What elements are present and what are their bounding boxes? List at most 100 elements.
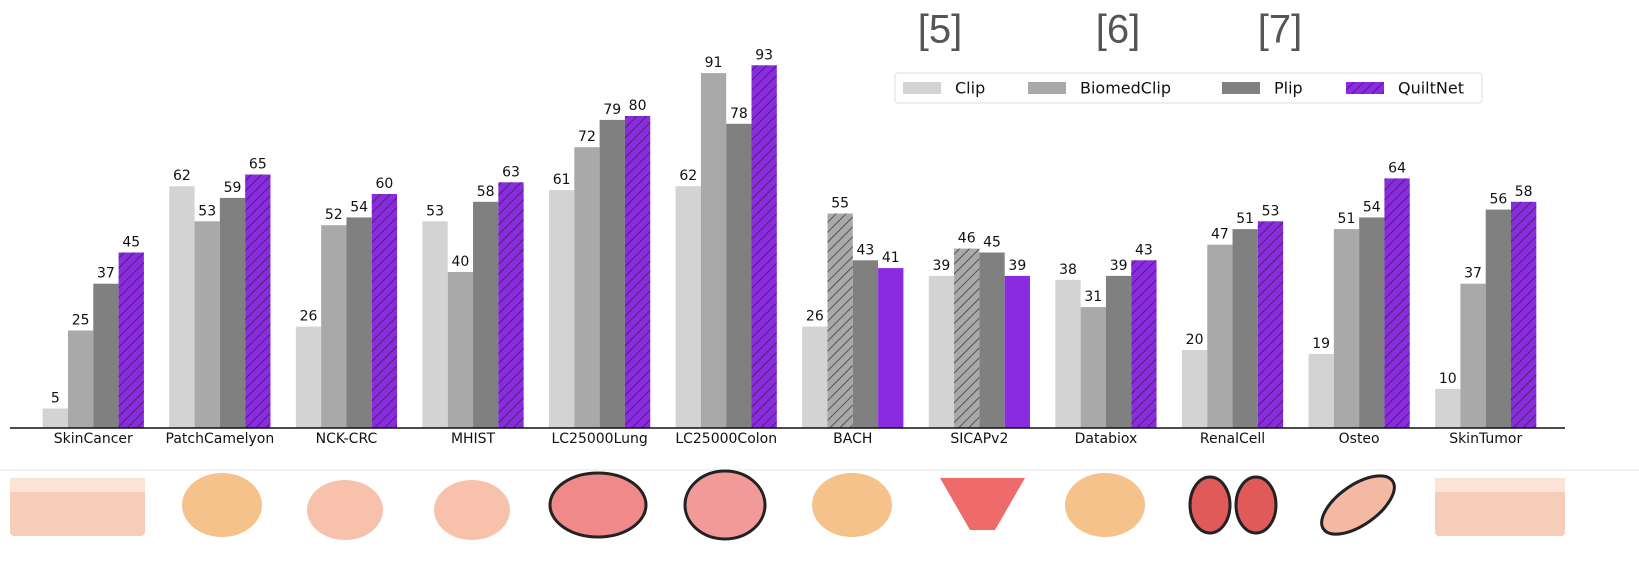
bar [1486, 210, 1511, 428]
x-tick-label: LC25000Lung [551, 431, 647, 447]
bar-hatch [119, 253, 144, 429]
legend-label: BiomedClip [1080, 79, 1171, 98]
bar-hatch [954, 249, 979, 428]
value-label: 46 [958, 231, 976, 247]
bar-hatch [625, 116, 650, 428]
legend-swatch [903, 82, 941, 94]
bar [448, 272, 473, 428]
value-label: 80 [629, 98, 647, 114]
value-label: 39 [933, 258, 951, 274]
x-tick-label: LC25000Colon [675, 431, 777, 447]
bar [878, 268, 903, 428]
value-label: 25 [72, 313, 90, 329]
value-label: 53 [198, 203, 216, 219]
bar [574, 147, 599, 428]
bar [1081, 307, 1106, 428]
bar-hatch [372, 194, 397, 428]
value-label: 53 [1262, 203, 1280, 219]
bar [473, 202, 498, 428]
colon-icon [434, 480, 510, 540]
value-label: 20 [1186, 332, 1204, 348]
value-label: 78 [730, 106, 748, 122]
value-label: 60 [375, 176, 393, 192]
bar [1005, 276, 1030, 428]
bar [1207, 245, 1232, 428]
skin-icon-top [10, 478, 145, 492]
value-label: 5 [51, 391, 60, 407]
bar [726, 124, 751, 428]
bar [43, 409, 68, 429]
bar [929, 276, 954, 428]
value-label: 93 [755, 47, 773, 63]
x-tick-label: SkinTumor [1449, 431, 1522, 447]
breast-icon [1065, 473, 1145, 537]
bar-hatch [827, 214, 852, 429]
value-label: 91 [705, 55, 723, 71]
skin-icon-top [1435, 478, 1565, 492]
bar [701, 73, 726, 428]
bar-hatch [1258, 221, 1283, 428]
bar-hatch [1511, 202, 1536, 428]
bar [676, 186, 701, 428]
legend-swatch [1028, 82, 1066, 94]
value-label: 64 [1388, 160, 1406, 176]
value-label: 37 [1464, 266, 1482, 282]
bar-hatch [1131, 260, 1156, 428]
annotation: [5] [918, 8, 962, 52]
value-label: 61 [553, 172, 571, 188]
bone-icon [1312, 465, 1404, 546]
bar [1435, 389, 1460, 428]
bar [1233, 229, 1258, 428]
value-label: 45 [983, 235, 1001, 251]
value-label: 59 [224, 180, 242, 196]
x-tick-label: RenalCell [1200, 431, 1265, 447]
value-label: 63 [502, 164, 520, 180]
bar [1460, 284, 1485, 428]
colon-icon [685, 471, 765, 539]
x-tick-label: BACH [833, 431, 872, 447]
value-label: 26 [300, 309, 318, 325]
bar [979, 253, 1004, 429]
bar [346, 217, 371, 428]
value-label: 55 [831, 196, 849, 212]
bar [1359, 217, 1384, 428]
bar [802, 327, 827, 428]
breast-icon [812, 473, 892, 537]
bar [296, 327, 321, 428]
value-label: 40 [451, 254, 469, 270]
value-label: 19 [1312, 336, 1330, 352]
bar [549, 190, 574, 428]
x-tick-label: MHIST [451, 431, 496, 447]
value-label: 62 [679, 168, 697, 184]
bar [68, 331, 93, 429]
icons [0, 465, 1639, 546]
value-label: 38 [1059, 262, 1077, 278]
bar [1182, 350, 1207, 428]
annotation: [6] [1096, 8, 1140, 52]
value-label: 47 [1211, 227, 1229, 243]
x-tick-label: Osteo [1339, 431, 1380, 447]
legend-swatch [1222, 82, 1260, 94]
value-label: 43 [1135, 242, 1153, 258]
bar [422, 221, 447, 428]
value-label: 65 [249, 157, 267, 173]
bar [220, 198, 245, 428]
value-label: 31 [1084, 289, 1102, 305]
value-label: 54 [1363, 199, 1381, 215]
value-label: 51 [1338, 211, 1356, 227]
bar [853, 260, 878, 428]
value-label: 52 [325, 207, 343, 223]
x-tick-label: NCK-CRC [316, 431, 378, 447]
bar [321, 225, 346, 428]
value-label: 58 [1515, 184, 1533, 200]
kidney-icon [1190, 477, 1230, 533]
bar [1309, 354, 1334, 428]
bar [600, 120, 625, 428]
value-label: 56 [1489, 192, 1507, 208]
bar [1334, 229, 1359, 428]
value-label: 58 [477, 184, 495, 200]
x-tick-label: Databiox [1075, 431, 1138, 447]
value-label: 43 [857, 242, 875, 258]
value-label: 41 [882, 250, 900, 266]
bar-hatch [752, 65, 777, 428]
